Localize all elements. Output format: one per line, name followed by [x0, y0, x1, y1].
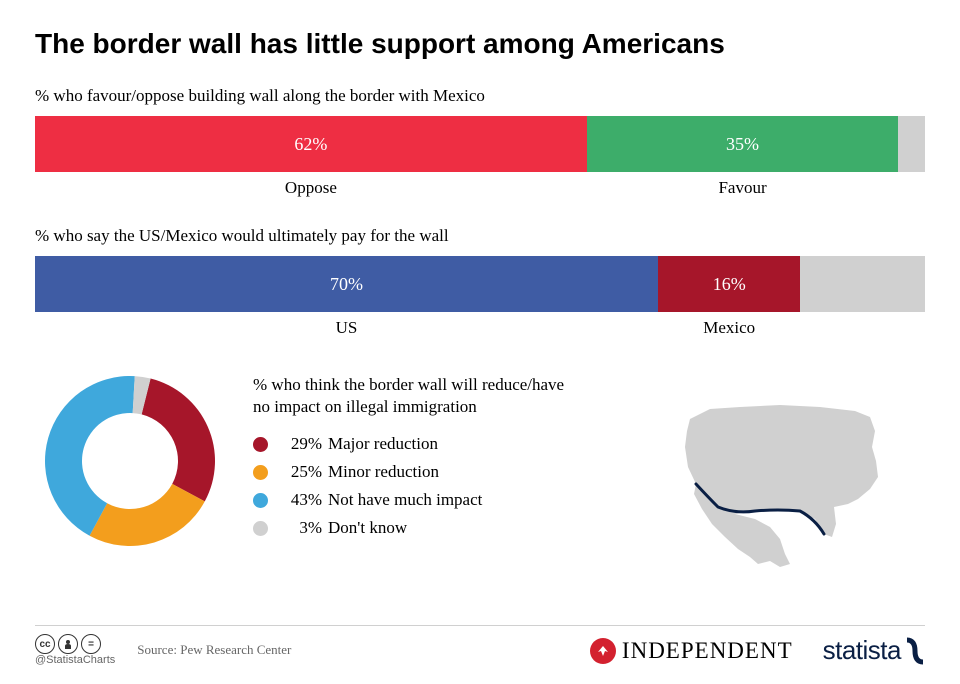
legend-swatch — [253, 493, 268, 508]
bar-segment-label: Oppose — [35, 178, 587, 198]
bar-segment-label — [800, 318, 925, 338]
bar-segment-label: Mexico — [658, 318, 800, 338]
legend-label: Minor reduction — [328, 462, 439, 482]
donut-legend: 29% Major reduction 25% Minor reduction 43% N… — [253, 434, 573, 538]
legend-item: 25% Minor reduction — [253, 462, 573, 482]
bar-segment: 16% — [658, 256, 800, 312]
by-icon — [58, 634, 78, 654]
chart1-labels: OpposeFavour — [35, 178, 925, 198]
statista-wave-icon — [905, 636, 925, 666]
legend-pct: 3% — [278, 518, 322, 538]
statista-text: statista — [823, 635, 901, 666]
bar-segment-label: Favour — [587, 178, 899, 198]
statista-logo: statista — [823, 635, 925, 666]
cc-license-icons: cc = — [35, 634, 115, 654]
source-text: Source: Pew Research Center — [137, 642, 291, 658]
page-title: The border wall has little support among… — [35, 28, 925, 60]
legend-pct: 25% — [278, 462, 322, 482]
legend-swatch — [253, 437, 268, 452]
legend-item: 3% Don't know — [253, 518, 573, 538]
legend-label: Not have much impact — [328, 490, 482, 510]
statista-handle: @StatistaCharts — [35, 654, 115, 666]
bar-segment: 35% — [587, 116, 899, 172]
legend-pct: 29% — [278, 434, 322, 454]
legend-label: Don't know — [328, 518, 407, 538]
chart2-labels: USMexico — [35, 318, 925, 338]
legend-pct: 43% — [278, 490, 322, 510]
donut-slice — [142, 379, 215, 502]
us-mexico-map — [660, 389, 900, 584]
donut-chart — [35, 366, 235, 561]
legend-swatch — [253, 521, 268, 536]
legend-item: 43% Not have much impact — [253, 490, 573, 510]
legend-swatch — [253, 465, 268, 480]
bar-segment-label — [898, 178, 925, 198]
cc-icon: cc — [35, 634, 55, 654]
bar-segment: 70% — [35, 256, 658, 312]
donut-slice — [90, 484, 205, 546]
independent-logo: INDEPENDENT — [590, 638, 793, 664]
legend-item: 29% Major reduction — [253, 434, 573, 454]
legend-label: Major reduction — [328, 434, 438, 454]
chart2-bar: 70%16% — [35, 256, 925, 312]
donut-title: % who think the border wall will reduce/… — [253, 374, 573, 418]
bar-segment — [800, 256, 925, 312]
independent-eagle-icon — [590, 638, 616, 664]
independent-text: INDEPENDENT — [622, 638, 793, 664]
chart1-label: % who favour/oppose building wall along … — [35, 86, 925, 106]
nd-icon: = — [81, 634, 101, 654]
chart1-bar: 62%35% — [35, 116, 925, 172]
bar-segment-label: US — [35, 318, 658, 338]
bar-segment — [898, 116, 925, 172]
footer-divider — [35, 625, 925, 626]
chart2-label: % who say the US/Mexico would ultimately… — [35, 226, 925, 246]
bar-segment: 62% — [35, 116, 587, 172]
